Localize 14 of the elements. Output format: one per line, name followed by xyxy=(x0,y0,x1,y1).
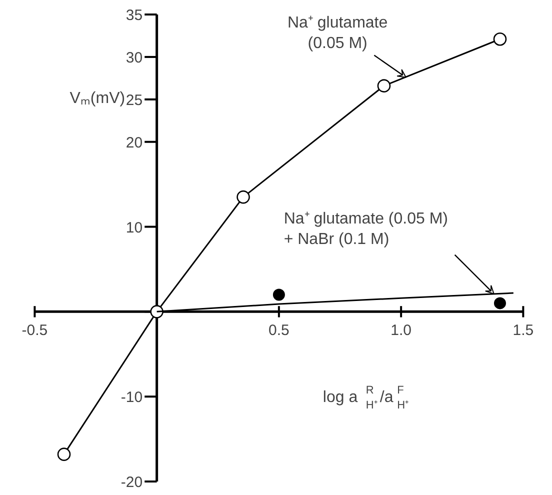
y-tick-label: -10 xyxy=(120,389,143,406)
y-tick-label: 25 xyxy=(126,92,143,109)
y-axis-title: Vₘ(mV) xyxy=(70,90,126,108)
y-tick-label: 30 xyxy=(126,49,143,66)
y-tick-label: 10 xyxy=(126,219,143,236)
annotation: Na⁺ glutamate (0.05 M) + NaBr (0.1 M) xyxy=(284,210,448,248)
x-tick-label: 1.0 xyxy=(390,322,412,340)
x-tick-label: 1.5 xyxy=(512,322,534,340)
x-tick-label: -0.5 xyxy=(22,322,48,340)
x-tick-label: 0.5 xyxy=(268,322,290,340)
annotation: Na⁺ glutamate (0.05 M) xyxy=(287,14,388,52)
y-tick-label: -20 xyxy=(120,474,143,491)
y-tick-label: 35 xyxy=(126,7,143,24)
y-tick-label: 20 xyxy=(126,134,143,152)
